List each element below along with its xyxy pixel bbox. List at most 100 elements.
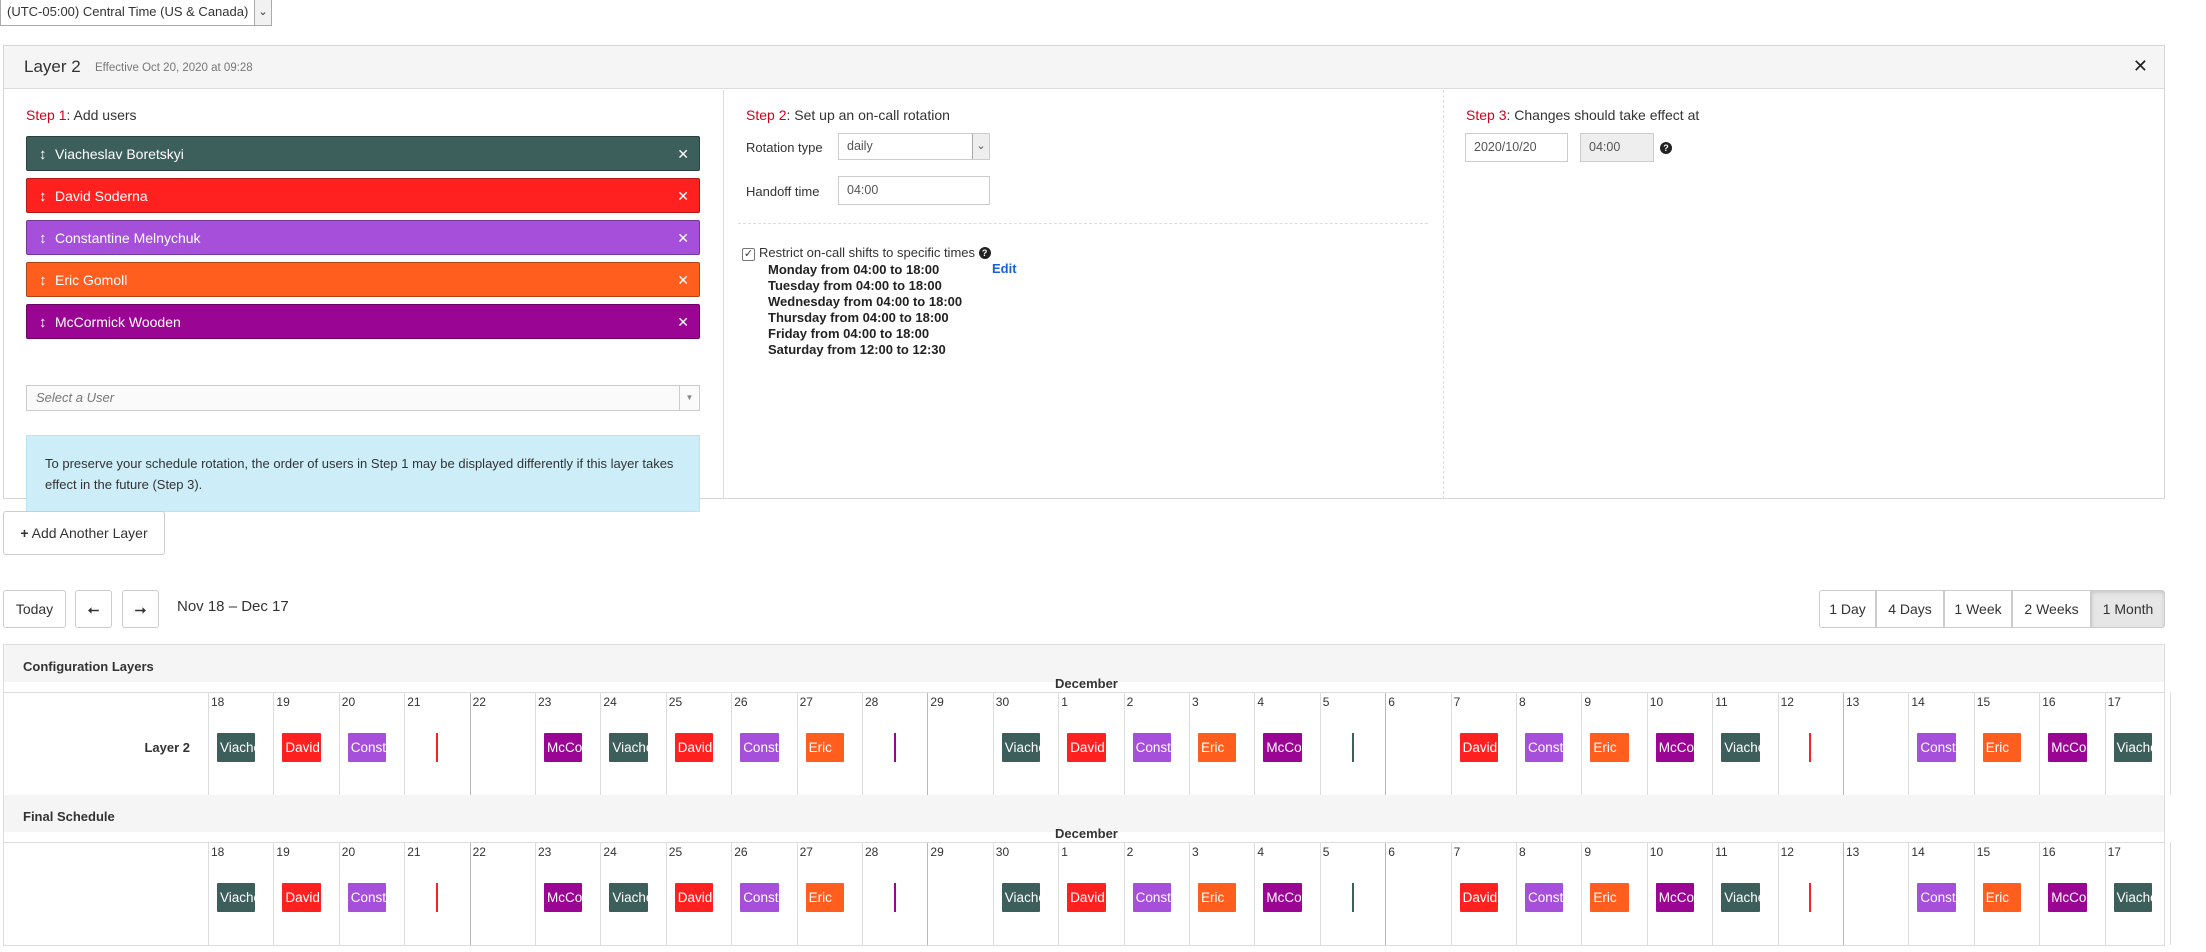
day-label: 11 (1715, 695, 1728, 709)
user-item[interactable]: ↕ Eric Gomoll ✕ (26, 262, 700, 297)
shift-block[interactable]: McCormick (1655, 733, 1695, 762)
day-gridline (208, 692, 209, 795)
view-button[interactable]: 1 Month (2091, 590, 2165, 628)
shift-block[interactable]: Eric (1198, 733, 1237, 762)
shift-block[interactable]: Constantine (740, 883, 779, 912)
day-gridline (208, 842, 209, 945)
remove-user-icon[interactable]: ✕ (677, 146, 689, 162)
shift-block[interactable]: Viacheslav (2113, 883, 2152, 912)
today-button[interactable]: Today (3, 590, 66, 628)
shift-block[interactable]: Viacheslav (1721, 733, 1760, 762)
drag-handle-icon[interactable]: ↕ (39, 272, 47, 289)
shift-sliver[interactable] (893, 883, 896, 912)
drag-handle-icon[interactable]: ↕ (39, 314, 47, 331)
effective-time-input[interactable]: 04:00 (1580, 133, 1654, 162)
day-label: 9 (1584, 695, 1592, 709)
drag-handle-icon[interactable]: ↕ (39, 188, 47, 205)
restrict-checkbox[interactable]: ✓ (742, 248, 755, 261)
shift-block[interactable]: McCormick (1263, 883, 1302, 912)
timezone-select[interactable]: (UTC-05:00) Central Time (US & Canada) ⌄ (0, 0, 272, 26)
remove-user-icon[interactable]: ✕ (677, 188, 689, 204)
effective-date-input[interactable]: 2020/10/20 (1465, 133, 1568, 162)
shift-sliver[interactable] (1351, 883, 1354, 912)
shift-block[interactable]: Constantine (1917, 733, 1956, 762)
shift-block[interactable]: Constantine (1132, 883, 1171, 912)
restriction-line: Monday from 04:00 to 18:00 (768, 262, 940, 277)
drag-handle-icon[interactable]: ↕ (39, 230, 47, 247)
handoff-time-input[interactable]: 04:00 (838, 176, 990, 205)
shift-block[interactable]: David (674, 733, 714, 762)
user-item[interactable]: ↕ Constantine Melnychuk ✕ (26, 220, 700, 255)
day-gridline (992, 692, 994, 795)
day-label: 15 (1976, 695, 1991, 709)
shift-block[interactable]: Viacheslav (1721, 883, 1760, 912)
shift-block[interactable]: Viacheslav (217, 733, 256, 762)
drag-handle-icon[interactable]: ↕ (39, 146, 47, 163)
shift-block[interactable]: Eric (1590, 733, 1629, 762)
remove-user-icon[interactable]: ✕ (677, 272, 689, 288)
shift-block[interactable]: Eric (1982, 883, 2022, 912)
rotation-type-select[interactable]: daily ⌄ (838, 133, 990, 160)
shift-block[interactable]: David (1067, 733, 1106, 762)
shift-block[interactable]: McCormick (544, 733, 583, 762)
day-label: 15 (1976, 845, 1991, 859)
shift-block[interactable]: Eric (1198, 883, 1237, 912)
arrow-left-icon[interactable]: ⭠ (75, 590, 112, 628)
add-another-layer-button[interactable]: + Add Another Layer (3, 511, 165, 555)
shift-block[interactable]: Eric (1590, 883, 1629, 912)
shift-block[interactable]: Constantine (1132, 733, 1171, 762)
edit-restrictions-link[interactable]: Edit (992, 261, 1017, 276)
shift-block[interactable]: McCormick (1263, 733, 1302, 762)
day-gridline (731, 842, 733, 945)
shift-sliver[interactable] (893, 733, 896, 762)
user-item[interactable]: ↕ David Soderna ✕ (26, 178, 700, 213)
day-gridline (469, 842, 471, 945)
shift-block[interactable]: McCormick (2048, 733, 2087, 762)
user-item[interactable]: ↕ McCormick Wooden ✕ (26, 304, 700, 339)
shift-block[interactable]: Viacheslav (217, 883, 256, 912)
shift-block[interactable]: Viacheslav (2113, 733, 2152, 762)
user-name: David Soderna (55, 188, 148, 204)
shift-block[interactable]: David (674, 883, 714, 912)
user-item[interactable]: ↕ Viacheslav Boretskyi ✕ (26, 136, 700, 171)
shift-sliver[interactable] (1809, 733, 1812, 762)
shift-block[interactable]: David (282, 733, 321, 762)
view-button[interactable]: 1 Week (1944, 590, 2012, 628)
select-user-dropdown[interactable]: Select a User ▼ (26, 385, 700, 411)
close-icon[interactable]: ✕ (2132, 56, 2148, 76)
day-gridline (862, 842, 863, 945)
shift-block[interactable]: Viacheslav (1001, 883, 1041, 912)
shift-block[interactable]: McCormick (544, 883, 583, 912)
arrow-right-icon[interactable]: ⭢ (122, 590, 159, 628)
remove-user-icon[interactable]: ✕ (677, 314, 689, 330)
day-label: 3 (1192, 695, 1199, 709)
shift-block[interactable]: Eric (1982, 733, 2022, 762)
shift-block[interactable]: Constantine (1525, 883, 1564, 912)
help-icon[interactable]: ? (1660, 142, 1672, 154)
shift-block[interactable]: McCormick (1655, 883, 1695, 912)
shift-block[interactable]: David (282, 883, 321, 912)
shift-block[interactable]: David (1067, 883, 1106, 912)
shift-block[interactable]: Viacheslav (609, 883, 648, 912)
shift-block[interactable]: David (1459, 883, 1498, 912)
shift-block[interactable]: Constantine (347, 733, 387, 762)
shift-block[interactable]: Constantine (1525, 733, 1564, 762)
shift-sliver[interactable] (435, 883, 438, 912)
shift-block[interactable]: Constantine (1917, 883, 1956, 912)
shift-sliver[interactable] (1809, 883, 1812, 912)
view-button[interactable]: 4 Days (1876, 590, 1944, 628)
shift-sliver[interactable] (435, 733, 438, 762)
shift-block[interactable]: Eric (805, 733, 844, 762)
view-button[interactable]: 1 Day (1819, 590, 1876, 628)
shift-sliver[interactable] (1351, 733, 1354, 762)
remove-user-icon[interactable]: ✕ (677, 230, 689, 246)
shift-block[interactable]: Viacheslav (1001, 733, 1041, 762)
view-button[interactable]: 2 Weeks (2012, 590, 2091, 628)
help-icon[interactable]: ? (978, 247, 991, 259)
shift-block[interactable]: Viacheslav (609, 733, 648, 762)
shift-block[interactable]: David (1459, 733, 1498, 762)
shift-block[interactable]: Eric (805, 883, 844, 912)
shift-block[interactable]: Constantine (740, 733, 779, 762)
shift-block[interactable]: Constantine (347, 883, 387, 912)
shift-block[interactable]: McCormick (2048, 883, 2087, 912)
